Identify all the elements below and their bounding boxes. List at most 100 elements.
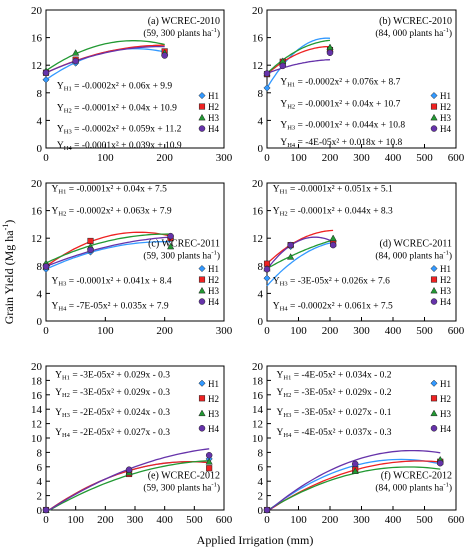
y-tick-label: 12 [31, 60, 42, 72]
panel-density: (59, 300 plants ha-1) [143, 249, 220, 261]
equation-y: Y [277, 388, 284, 398]
data-point-h4 [326, 49, 334, 57]
equation-subscript: H1 [283, 375, 291, 382]
equation-expression: = -4E-05x² + 0.034x - 0.2 [291, 371, 391, 381]
y-tick-label: 0 [37, 505, 43, 517]
equation-h4: YH4 = -4E-05x² + 0.018x + 10.8 [280, 138, 402, 149]
y-axis-label-sup: -1 [1, 224, 10, 231]
data-point-h4 [42, 506, 50, 514]
y-tick-label: 14 [31, 404, 43, 416]
y-tick-label: 20 [31, 178, 43, 190]
data-point-h4 [329, 241, 337, 249]
legend-marker-h3 [198, 409, 206, 417]
equation-y: Y [277, 408, 284, 418]
equation-expression: = -0.0001x² + 0.04x + 10.9 [72, 104, 177, 114]
x-tick-label: 100 [290, 152, 307, 164]
data-point-h4 [263, 70, 271, 77]
x-tick-label: 200 [156, 325, 173, 337]
x-tick-label: 300 [216, 152, 233, 164]
legend-label-h3: H3 [440, 113, 451, 123]
legend-marker-h1 [198, 379, 206, 387]
x-tick-label: 200 [322, 514, 339, 526]
equation-h2: YH2 = -0.0001x² + 0.044x + 8.3 [273, 206, 393, 217]
equation-y: Y [55, 388, 62, 398]
equation-subscript: H4 [280, 306, 289, 313]
equation-expression: = -0.0001x² + 0.044x + 10.8 [295, 120, 405, 130]
equation-y: Y [277, 371, 284, 381]
x-tick-label: 100 [290, 514, 307, 526]
equation-subscript: H4 [62, 432, 71, 439]
equation-expression: = -4E-05x² + 0.037x - 0.3 [291, 428, 391, 438]
y-tick-label: 4 [258, 288, 264, 300]
legend-label-h1: H1 [208, 264, 219, 274]
data-point-h4 [42, 69, 50, 77]
density-sup: -1 [211, 249, 216, 256]
x-tick-label: 600 [216, 514, 233, 526]
equation-expression: = -0.0001x² + 0.04x + 7.5 [66, 184, 167, 194]
x-tick-label: 200 [156, 152, 173, 164]
panel-title: (f) WCREC-2012 [381, 470, 452, 481]
x-tick-label: 300 [216, 325, 233, 337]
equation-subscript: H2 [58, 210, 66, 217]
y-tick-label: 8 [37, 88, 43, 100]
data-point-h3 [329, 234, 337, 242]
y-tick-label: 12 [31, 233, 42, 245]
x-tick-label: 0 [43, 152, 49, 164]
legend-marker-h1 [198, 92, 206, 100]
y-tick-label: 12 [252, 233, 263, 245]
legend-marker-h4 [430, 298, 438, 305]
equation-subscript: H4 [287, 142, 296, 149]
equation-subscript: H3 [280, 281, 288, 288]
y-tick-label: 12 [31, 419, 42, 431]
equation-subscript: H2 [62, 392, 70, 399]
equation-y: Y [273, 206, 280, 216]
equation-y: Y [52, 277, 59, 287]
legend-marker-h3 [430, 409, 438, 417]
fit-curve-h4 [45, 45, 165, 74]
equation-expression: = -0.0001x² + 0.041x + 8.4 [66, 277, 171, 287]
legend-marker-h2 [430, 276, 438, 283]
equation-subscript: H3 [64, 128, 72, 135]
y-tick-label: 0 [37, 316, 43, 328]
legend-label-h4: H4 [208, 424, 219, 434]
equation-h2: YH2 = -0.0001x² + 0.04x + 10.7 [280, 100, 400, 111]
data-point-h4 [87, 246, 94, 254]
data-point-h4 [437, 459, 444, 467]
y-tick-label: 4 [37, 288, 43, 300]
density-sup: -1 [443, 249, 448, 256]
legend-marker-h3 [430, 113, 438, 121]
y-tick-label: 4 [258, 115, 264, 127]
equation-subscript: H1 [280, 188, 288, 195]
legend-marker-h3 [430, 286, 438, 294]
x-tick-label: 500 [416, 325, 433, 337]
data-point-h4 [351, 460, 359, 468]
legend-marker-h4 [198, 298, 206, 305]
x-tick-label: 600 [448, 325, 465, 337]
x-tick-label: 400 [156, 514, 173, 526]
equation-expression: = -3E-05x² + 0.029x - 0.3 [70, 371, 170, 381]
panel-title: (d) WCREC-2011 [380, 238, 453, 249]
panel-title: (a) WCREC-2010 [148, 16, 220, 27]
equation-h2: YH2 = -0.0002x² + 0.063x + 7.9 [52, 206, 172, 217]
legend-label-h3: H3 [440, 409, 451, 419]
equation-expression: = -3E-05x² + 0.029x - 0.3 [70, 388, 170, 398]
x-tick-label: 300 [353, 152, 370, 164]
x-tick-label: 200 [322, 152, 339, 164]
legend-label-h2: H2 [208, 394, 219, 404]
equation-h4: YH4 = -7E-05x² + 0.035x + 7.9 [52, 302, 169, 313]
legend-marker-h2 [198, 395, 206, 402]
legend-label-h2: H2 [208, 275, 219, 285]
y-tick-label: 8 [258, 261, 264, 273]
data-point-h1 [263, 274, 271, 282]
legend-label-h4: H4 [208, 124, 219, 134]
equation-expression: = -3E-05x² + 0.027x - 0.1 [291, 408, 391, 418]
fit-curve-h3 [266, 239, 334, 270]
legend-marker-h3 [198, 286, 206, 294]
equation-y: Y [280, 100, 287, 110]
y-tick-label: 4 [37, 115, 43, 127]
equation-subscript: H4 [58, 306, 67, 313]
y-tick-label: 20 [252, 178, 264, 190]
equation-h3: YH3 = -0.0001x² + 0.041x + 8.4 [52, 277, 172, 288]
y-tick-label: 8 [37, 447, 43, 459]
y-tick-label: 6 [37, 462, 43, 474]
